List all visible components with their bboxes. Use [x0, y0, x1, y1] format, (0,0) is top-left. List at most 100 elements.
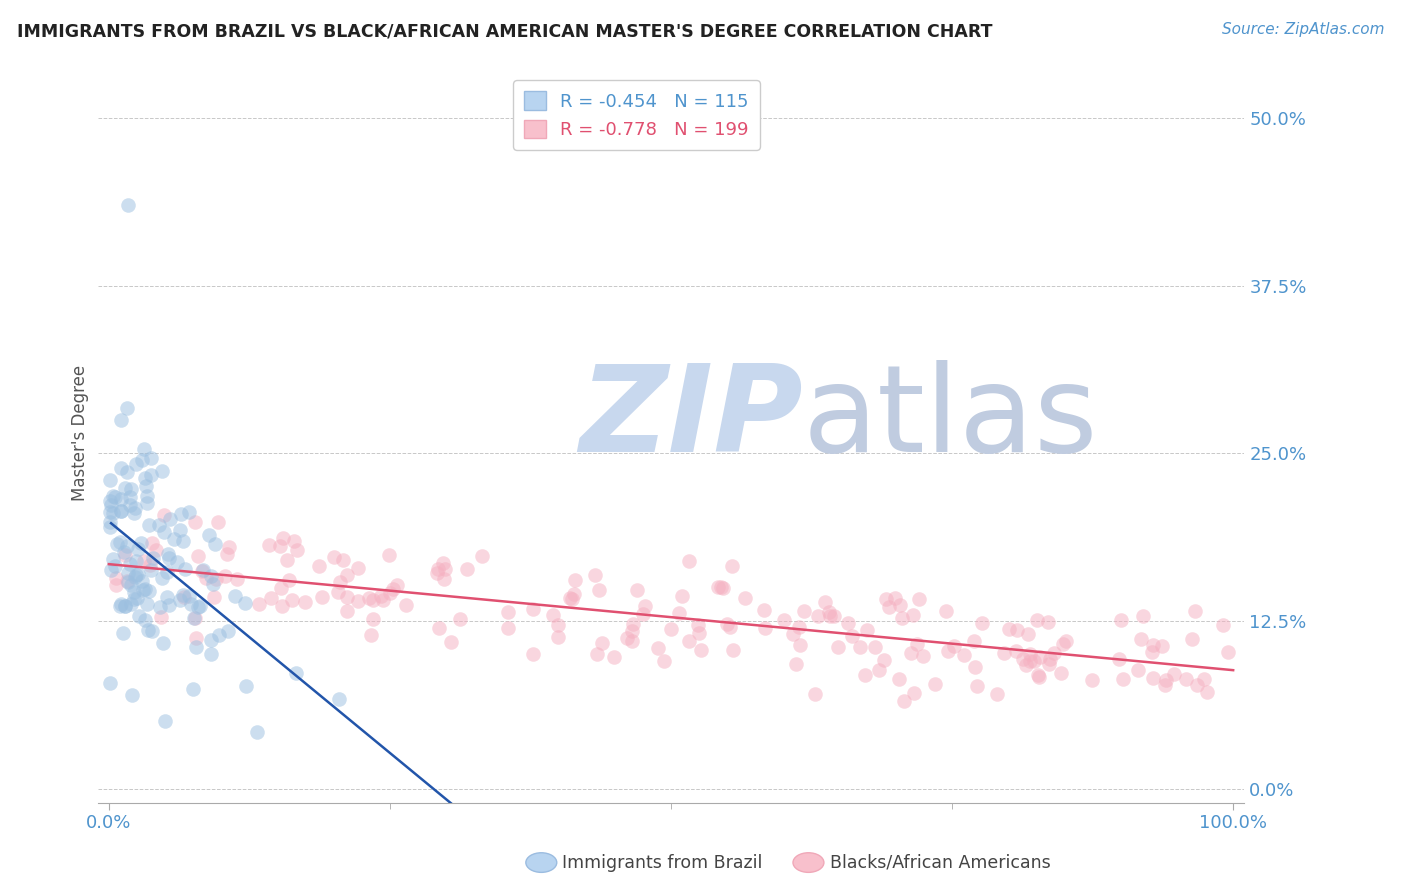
Text: ZIP: ZIP	[579, 360, 803, 477]
Point	[621, 616, 644, 631]
Point	[184, 515, 207, 529]
Point	[877, 599, 900, 614]
Point	[136, 623, 159, 637]
Point	[127, 591, 149, 605]
Point	[115, 574, 138, 588]
Point	[131, 574, 153, 588]
Legend: R = -0.454   N = 115, R = -0.778   N = 199: R = -0.454 N = 115, R = -0.778 N = 199	[513, 80, 759, 150]
Point	[803, 687, 825, 701]
Point	[671, 589, 693, 603]
Point	[361, 592, 384, 607]
Point	[837, 616, 859, 631]
Point	[1038, 657, 1060, 671]
Point	[125, 457, 148, 471]
Point	[184, 610, 207, 624]
Point	[110, 413, 132, 427]
Point	[139, 563, 162, 577]
Point	[183, 681, 205, 696]
Point	[678, 554, 700, 568]
Point	[285, 543, 308, 558]
Point	[841, 629, 863, 643]
Point	[138, 584, 160, 599]
Point	[134, 471, 156, 485]
Point	[98, 520, 121, 534]
Point	[114, 599, 136, 613]
Point	[277, 573, 299, 587]
Point	[603, 649, 626, 664]
Point	[218, 540, 240, 554]
Point	[294, 595, 316, 609]
Point	[817, 605, 839, 619]
Point	[661, 622, 683, 636]
Point	[360, 627, 382, 641]
Point	[224, 589, 246, 603]
Point	[120, 578, 142, 592]
Point	[105, 537, 128, 551]
Point	[426, 566, 449, 581]
Point	[380, 586, 402, 600]
Point	[152, 636, 174, 650]
Point	[98, 505, 121, 519]
Point	[156, 590, 179, 604]
Point	[1019, 654, 1042, 668]
Point	[124, 570, 146, 584]
Point	[427, 562, 450, 576]
Point	[890, 611, 912, 625]
Point	[157, 598, 180, 612]
Point	[1154, 673, 1177, 688]
Point	[721, 643, 744, 657]
Point	[110, 461, 132, 475]
Point	[785, 657, 807, 671]
Point	[336, 567, 359, 582]
Point	[1126, 663, 1149, 677]
Point	[912, 649, 935, 664]
Point	[122, 592, 145, 607]
Point	[198, 528, 221, 542]
Point	[789, 638, 811, 652]
Text: Immigrants from Brazil: Immigrants from Brazil	[562, 854, 763, 871]
Point	[134, 582, 156, 596]
Point	[562, 587, 585, 601]
Point	[754, 621, 776, 635]
Text: Source: ZipAtlas.com: Source: ZipAtlas.com	[1222, 22, 1385, 37]
Point	[363, 612, 385, 626]
Point	[125, 554, 148, 568]
Point	[433, 572, 456, 586]
Point	[938, 644, 960, 658]
Point	[112, 625, 135, 640]
Point	[118, 557, 141, 571]
Point	[328, 692, 350, 706]
Point	[547, 617, 569, 632]
Point	[893, 694, 915, 708]
Point	[120, 597, 142, 611]
Point	[496, 605, 519, 619]
Point	[285, 665, 308, 680]
Point	[654, 654, 676, 668]
Point	[889, 672, 911, 686]
Point	[734, 591, 756, 606]
Point	[217, 547, 239, 561]
Point	[1050, 666, 1073, 681]
Point	[427, 621, 450, 635]
Point	[883, 591, 905, 605]
Point	[188, 599, 211, 613]
Point	[169, 592, 191, 607]
Point	[721, 558, 744, 573]
Point	[117, 566, 139, 580]
Point	[153, 508, 176, 523]
Point	[136, 496, 159, 510]
Point	[865, 640, 887, 655]
Point	[180, 597, 202, 611]
Point	[139, 467, 162, 482]
Point	[370, 590, 392, 604]
Point	[149, 600, 172, 615]
Point	[626, 583, 648, 598]
Point	[754, 603, 776, 617]
Point	[187, 549, 209, 564]
Point	[1109, 613, 1132, 627]
Point	[217, 624, 239, 638]
Point	[1142, 645, 1164, 659]
Point	[159, 512, 181, 526]
Point	[150, 464, 173, 478]
Point	[710, 580, 733, 594]
